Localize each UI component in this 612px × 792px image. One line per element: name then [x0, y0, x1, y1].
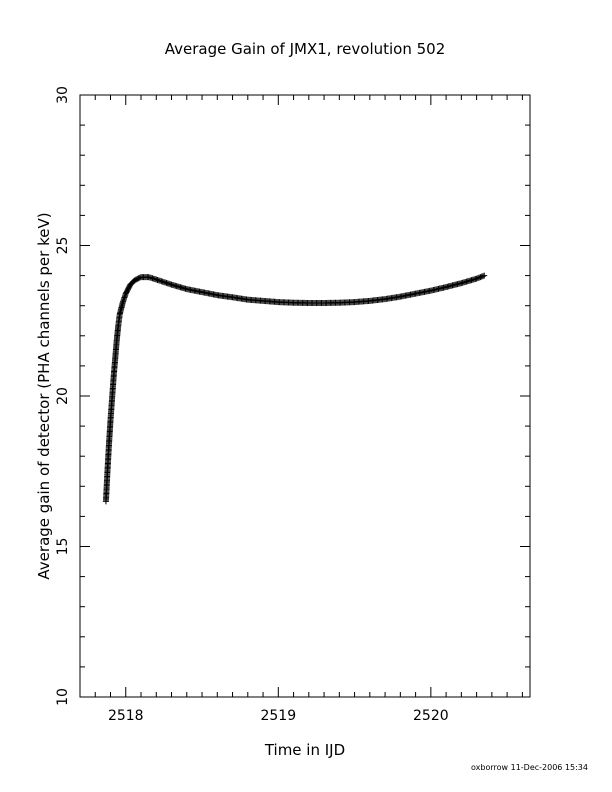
plot-frame	[79, 94, 531, 698]
x-axis-label: Time in IJD	[264, 741, 345, 759]
data-point	[479, 273, 486, 280]
x-tick-label: 2519	[260, 708, 296, 724]
chart-title: Average Gain of JMX1, revolution 502	[165, 40, 446, 58]
data-point	[474, 275, 481, 282]
data-point	[477, 274, 484, 281]
data-series	[102, 272, 488, 505]
y-tick-label: 15	[55, 538, 71, 556]
y-tick-label: 30	[55, 86, 71, 104]
x-tick-label: 2520	[413, 708, 449, 724]
y-tick-label: 20	[55, 387, 71, 405]
axis-tick-labels: 2518 2519 2520 10 15 20 25 30	[55, 86, 449, 724]
data-point	[481, 272, 488, 279]
data-point	[473, 275, 480, 282]
y-tick-label: 10	[55, 688, 71, 706]
footer-stamp: oxborrow 11-Dec-2006 15:34	[471, 763, 588, 772]
y-axis-label: Average gain of detector (PHA channels p…	[35, 212, 53, 579]
data-point	[478, 273, 485, 280]
x-tick-label: 2518	[108, 708, 144, 724]
data-point	[476, 274, 483, 281]
y-tick-label: 25	[55, 237, 71, 255]
axis-ticks	[79, 94, 530, 698]
